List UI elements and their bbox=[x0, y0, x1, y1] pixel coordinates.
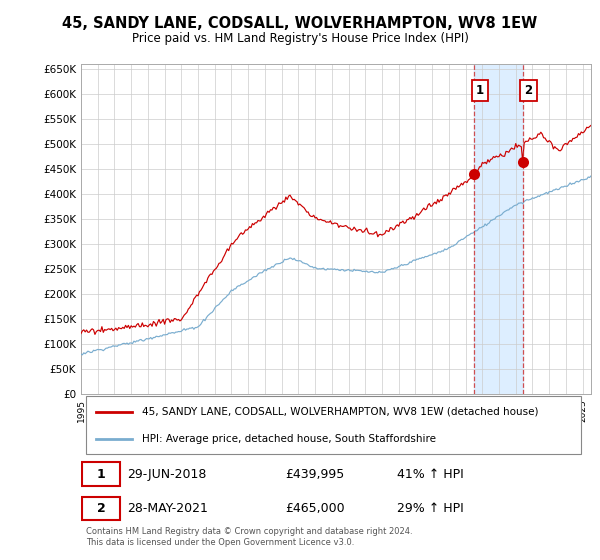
Bar bbox=[474, 64, 523, 394]
Text: 29% ↑ HPI: 29% ↑ HPI bbox=[397, 502, 464, 515]
Text: £439,995: £439,995 bbox=[285, 468, 344, 480]
Text: 28-MAY-2021: 28-MAY-2021 bbox=[127, 502, 208, 515]
Text: 41% ↑ HPI: 41% ↑ HPI bbox=[397, 468, 464, 480]
Text: 1: 1 bbox=[97, 468, 106, 480]
Text: Price paid vs. HM Land Registry's House Price Index (HPI): Price paid vs. HM Land Registry's House … bbox=[131, 32, 469, 45]
Text: 2: 2 bbox=[524, 84, 533, 97]
Text: £465,000: £465,000 bbox=[285, 502, 344, 515]
Text: 2: 2 bbox=[97, 502, 106, 515]
Text: 29-JUN-2018: 29-JUN-2018 bbox=[127, 468, 206, 480]
Text: 45, SANDY LANE, CODSALL, WOLVERHAMPTON, WV8 1EW (detached house): 45, SANDY LANE, CODSALL, WOLVERHAMPTON, … bbox=[142, 407, 539, 417]
Text: Contains HM Land Registry data © Crown copyright and database right 2024.
This d: Contains HM Land Registry data © Crown c… bbox=[86, 528, 413, 547]
FancyBboxPatch shape bbox=[82, 463, 120, 486]
Text: 45, SANDY LANE, CODSALL, WOLVERHAMPTON, WV8 1EW: 45, SANDY LANE, CODSALL, WOLVERHAMPTON, … bbox=[62, 16, 538, 31]
FancyBboxPatch shape bbox=[82, 497, 120, 520]
Text: 1: 1 bbox=[476, 84, 484, 97]
Text: HPI: Average price, detached house, South Staffordshire: HPI: Average price, detached house, Sout… bbox=[142, 434, 436, 444]
